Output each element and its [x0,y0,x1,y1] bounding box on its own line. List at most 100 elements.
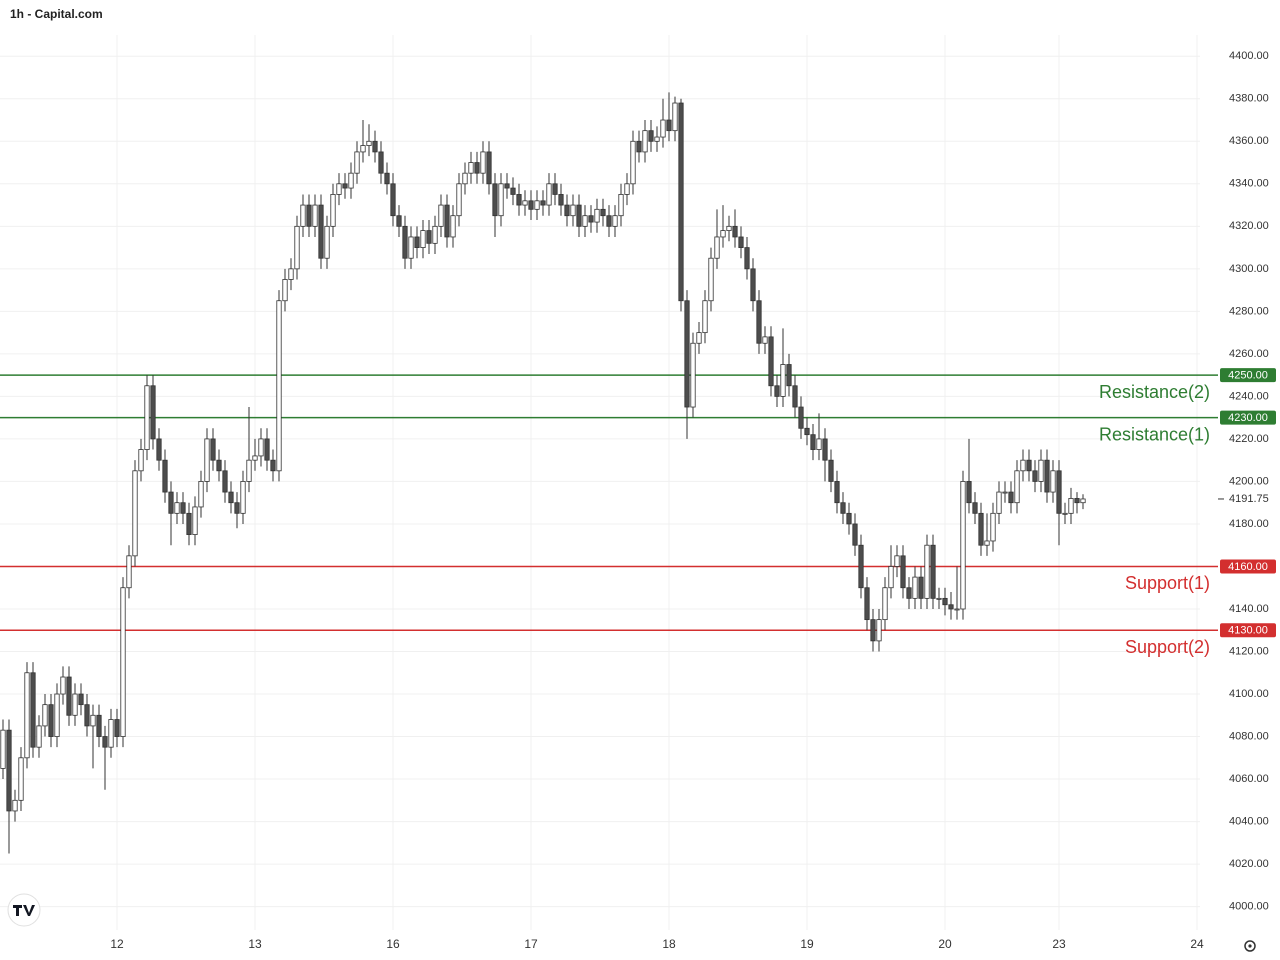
axes: 4000.00 4020.00 4040.00 4060.00 4080.00 4100.… [110,50,1276,951]
candle-body [348,172,354,189]
candle-body [462,172,468,185]
candle-body [816,438,822,450]
candle-body [48,704,54,737]
candle-body [642,130,648,153]
candle-body [1056,470,1062,514]
candle-body [756,300,762,344]
candle-body [456,183,462,217]
candle-body [1038,459,1044,482]
candle-body [240,481,246,514]
candle-body [792,385,798,408]
candle-body [36,725,42,748]
candle-body [1020,459,1026,472]
candle-body [6,729,12,812]
candle-body [108,719,114,748]
candle-body [726,225,732,231]
candle-body [510,187,516,195]
candle-body [618,194,624,217]
candle-body [678,102,684,302]
candle-body [204,438,210,482]
candle-body [450,215,456,238]
candle-body [90,714,96,727]
candle-body [210,438,216,461]
candle-body [84,704,90,727]
candle-body [540,200,546,206]
y-tick-label: 4080.00 [1229,730,1269,742]
candle-body [702,300,708,334]
y-tick-label: 4040.00 [1229,815,1269,827]
candle-body [528,200,534,210]
candle-body [234,502,240,514]
level-tag-label: 4250.00 [1228,370,1268,382]
candle-body [474,162,480,174]
candle-body [504,183,510,189]
candle-body [834,481,840,504]
candle-body [168,491,174,514]
candle-body [912,576,918,599]
candle-body [660,119,666,138]
level-tag [1220,368,1276,383]
x-tick-label: 12 [110,937,124,951]
candle-body [1014,470,1020,504]
candle-body [690,342,696,408]
candle-body [330,194,336,227]
candle-body [762,336,768,344]
candle-body [228,491,234,504]
candle-body [402,225,408,259]
candle-body [570,204,576,217]
settings-icon[interactable] [1244,940,1256,952]
candle-body [978,512,984,546]
candle-body [96,714,102,737]
y-tick-label: 4060.00 [1229,773,1269,785]
candle-body [546,183,552,206]
candle-body [216,459,222,472]
candle-body [588,215,594,223]
candle-body [996,491,1002,514]
candle-body [276,300,282,472]
level-tag-label: 4160.00 [1228,561,1268,573]
candle-body [264,438,270,461]
x-tick-label: 23 [1052,937,1066,951]
candle-body [1032,470,1038,482]
candle-body [24,672,30,759]
gear[interactable] [1244,940,1256,952]
candle-body [318,204,324,259]
candle-body [840,502,846,514]
y-tick-label: 4380.00 [1229,93,1269,105]
candle-body [750,268,756,302]
candle-body [768,336,774,387]
candle-body [708,257,714,302]
last-price-label: 4191.75 [1229,493,1269,505]
candle-body [846,512,852,525]
x-tick-label: 24 [1190,937,1204,951]
candle-body [396,215,402,227]
candle-body [432,225,438,244]
candle-body [612,215,618,227]
candle-body [372,140,378,153]
candle-body [918,576,924,599]
y-tick-label: 4400.00 [1229,50,1269,62]
candle-body [12,799,18,812]
candle-body [684,300,690,408]
candle-body [990,512,996,542]
y-tick-label: 4200.00 [1229,475,1269,487]
candle-body [882,587,888,621]
candle-body [672,102,678,132]
candle-body [0,729,6,769]
candle-body [60,676,66,695]
candle-body [324,225,330,259]
candle-body [270,459,276,472]
y-tick-label: 4020.00 [1229,858,1269,870]
candle-body [552,183,558,195]
y-tick-label: 4100.00 [1229,688,1269,700]
candle-body [558,194,564,206]
candle-body [336,183,342,195]
y-tick-label: 4260.00 [1229,348,1269,360]
candle-body [42,704,48,727]
candle-body [444,204,450,238]
candle-body [876,619,882,642]
candle-body [564,204,570,217]
level-tag [1220,410,1276,425]
candle-body [942,597,948,606]
